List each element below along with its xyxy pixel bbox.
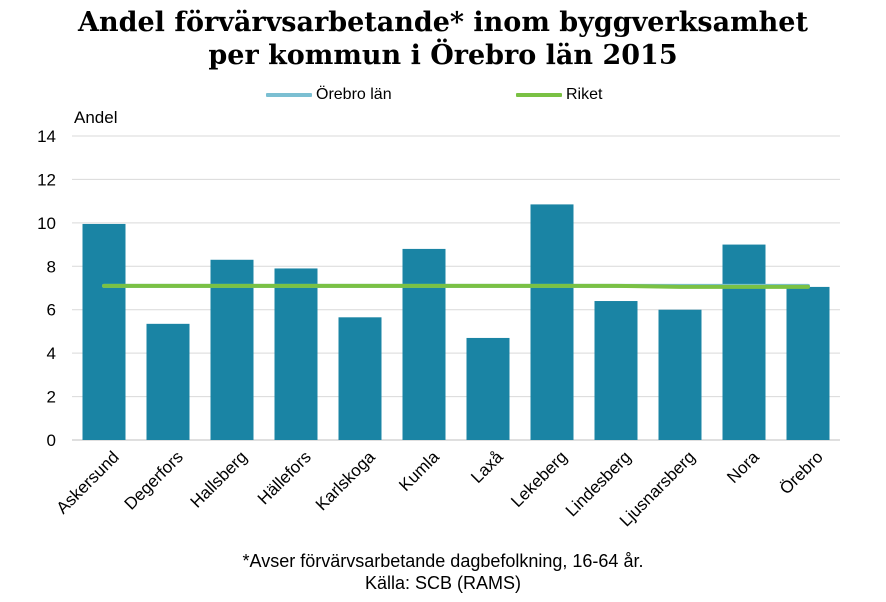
bar [82, 223, 126, 440]
legend-label-riket: Riket [566, 86, 603, 103]
x-tick-label: Askersund [53, 447, 123, 517]
chart-legend: Örebro län Riket [0, 86, 886, 108]
series-line-riket [102, 283, 810, 289]
bar [146, 323, 190, 440]
y-tick-label: 10 [37, 214, 56, 233]
x-tick-label: Laxå [467, 447, 507, 487]
x-tick-label: Hallsberg [187, 447, 251, 511]
y-tick-label: 6 [47, 301, 56, 320]
bar [338, 317, 382, 440]
legend-item-orebro-lan: Örebro län [266, 86, 392, 104]
legend-item-riket: Riket [516, 86, 602, 104]
bar [658, 309, 702, 440]
gridlines [72, 135, 840, 441]
chart-title-line-2: per kommun i Örebro län 2015 [208, 40, 678, 71]
x-tick-label: Degerfors [121, 447, 187, 513]
x-tick-label: Hällefors [254, 447, 315, 508]
y-axis-label: Andel [74, 108, 118, 127]
y-tick-labels: 0 2 4 6 8 10 12 14 [37, 127, 56, 450]
legend-label-orebro-lan: Örebro län [316, 86, 392, 103]
x-tick-label: Nora [723, 447, 763, 487]
legend-swatch-riket [516, 93, 562, 97]
bar [466, 337, 510, 440]
legend-swatch-orebro-lan [266, 93, 312, 97]
footnote: *Avser förvärvsarbetande dagbefolkning, … [0, 550, 886, 594]
x-tick-label: Karlskoga [312, 447, 379, 514]
bar [722, 244, 766, 440]
y-tick-label: 2 [47, 388, 56, 407]
bar [210, 259, 254, 440]
reference-lines [102, 283, 810, 289]
x-tick-label: Örebro [776, 447, 827, 498]
y-tick-label: 4 [47, 344, 56, 363]
bar [594, 301, 638, 440]
y-tick-label: 14 [37, 127, 56, 146]
chart-title-line-1: Andel förvärvsarbetande* inom byggverksa… [78, 7, 808, 38]
y-tick-label: 0 [47, 431, 56, 450]
x-tick-label: Kumla [395, 447, 443, 495]
chart-title: Andel förvärvsarbetande* inom byggverksa… [0, 6, 886, 72]
x-tick-label: Lekeberg [507, 447, 571, 511]
bar [402, 248, 446, 440]
y-tick-label: 8 [47, 257, 56, 276]
bar [530, 204, 574, 440]
footnote-line-2: Källa: SCB (RAMS) [364, 573, 522, 593]
y-tick-label: 12 [37, 170, 56, 189]
bar [274, 268, 318, 440]
footnote-line-1: *Avser förvärvsarbetande dagbefolkning, … [242, 551, 644, 571]
bar [786, 286, 830, 440]
bars [82, 204, 830, 440]
